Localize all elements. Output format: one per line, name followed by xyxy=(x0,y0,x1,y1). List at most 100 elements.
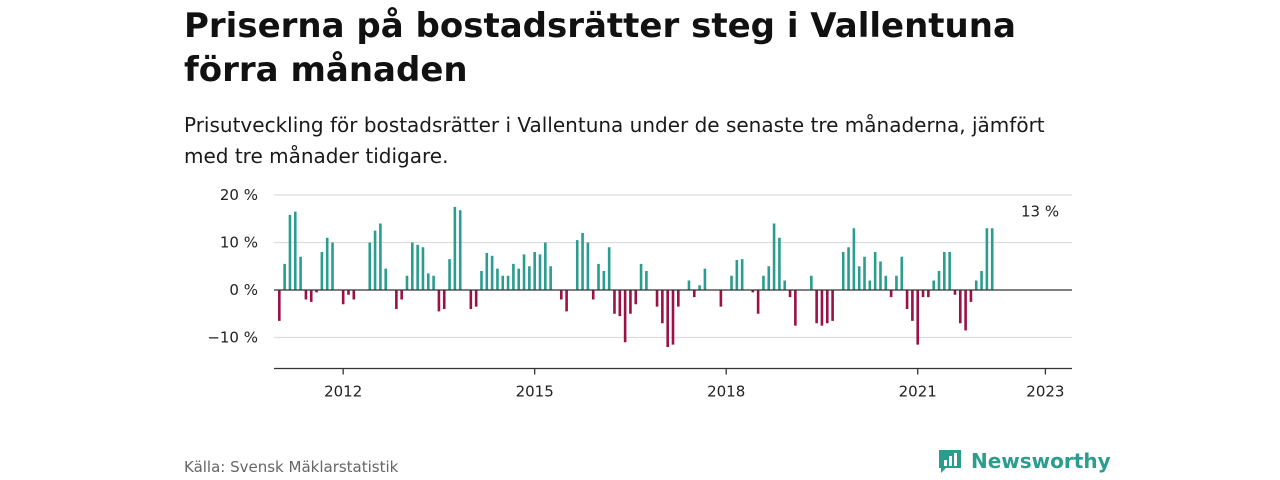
bar xyxy=(618,290,622,317)
bar xyxy=(575,240,579,291)
x-tick-label: 2023 xyxy=(1026,383,1064,401)
bar xyxy=(921,290,925,298)
x-tick-label: 2012 xyxy=(324,383,362,401)
bar xyxy=(613,290,616,314)
bar xyxy=(485,252,489,290)
bar xyxy=(538,254,542,291)
y-tick-label: −10 % xyxy=(207,329,258,347)
bar xyxy=(544,242,547,290)
bar xyxy=(980,271,983,290)
bar xyxy=(879,261,882,290)
bar xyxy=(437,290,441,312)
bar xyxy=(788,290,792,298)
bar xyxy=(703,268,707,291)
source-note: Källa: Svensk Mäklarstatistik xyxy=(184,458,399,476)
bar xyxy=(480,271,483,290)
bar xyxy=(911,290,914,321)
bar xyxy=(421,247,425,290)
chart-title: Priserna på bostadsrätter steg i Vallent… xyxy=(184,6,1016,90)
bar xyxy=(671,290,675,345)
bar xyxy=(469,290,473,309)
bar xyxy=(629,290,632,314)
bar xyxy=(953,290,957,295)
bar xyxy=(309,290,313,302)
bar xyxy=(677,290,680,307)
y-tick-label: 0 % xyxy=(229,281,258,299)
bar xyxy=(347,290,350,295)
bar xyxy=(852,228,856,290)
bar xyxy=(597,263,600,291)
bar xyxy=(315,290,318,293)
bar xyxy=(384,268,388,291)
bar xyxy=(889,290,893,298)
bar xyxy=(964,290,967,331)
bar xyxy=(411,242,414,290)
bar xyxy=(719,290,723,307)
bar xyxy=(634,290,638,305)
bar xyxy=(905,290,909,309)
bar xyxy=(533,252,536,290)
bar xyxy=(400,290,403,300)
bar xyxy=(666,290,669,347)
brand-logo: Newsworthy xyxy=(937,448,1111,474)
bar xyxy=(522,254,526,291)
bar xyxy=(501,275,505,290)
bar xyxy=(815,290,818,324)
bar xyxy=(623,290,627,343)
bar xyxy=(506,275,510,290)
bar xyxy=(517,268,521,291)
bar xyxy=(283,263,286,291)
bar xyxy=(458,210,462,290)
bar xyxy=(825,290,829,324)
bar xyxy=(432,275,435,290)
bar xyxy=(320,252,324,290)
bar xyxy=(655,290,659,307)
bar xyxy=(820,290,824,326)
bar xyxy=(698,285,701,290)
chart-subtitle: Prisutveckling för bostadsrätter i Valle… xyxy=(184,113,1045,168)
bar xyxy=(581,233,584,290)
bar xyxy=(352,290,356,300)
bar xyxy=(985,228,989,290)
bar xyxy=(512,263,515,291)
bar xyxy=(416,244,419,291)
bar xyxy=(559,290,563,300)
bar xyxy=(778,237,781,290)
bar xyxy=(772,223,776,290)
bar xyxy=(730,275,733,290)
bar xyxy=(916,290,920,345)
bar xyxy=(496,268,499,291)
bar xyxy=(895,275,898,290)
bar xyxy=(932,280,935,290)
bar xyxy=(293,211,297,291)
bar xyxy=(847,247,850,290)
bar xyxy=(299,256,302,290)
y-tick-label: 20 % xyxy=(220,186,258,204)
x-tick-label: 2021 xyxy=(899,383,937,401)
bar xyxy=(756,290,760,314)
bar xyxy=(607,247,611,290)
bar xyxy=(395,290,398,309)
bar xyxy=(368,242,372,290)
bar xyxy=(884,275,888,290)
bar xyxy=(602,271,606,290)
bar xyxy=(735,260,739,290)
bar xyxy=(639,263,643,291)
newsworthy-logo-icon xyxy=(939,450,961,473)
bar xyxy=(645,271,648,290)
bar xyxy=(426,273,430,291)
bar xyxy=(810,275,813,290)
bar xyxy=(767,266,771,290)
bar xyxy=(692,290,696,298)
bar xyxy=(958,290,962,324)
bar xyxy=(841,252,845,290)
bar xyxy=(831,290,834,321)
x-tick-label: 2015 xyxy=(516,383,554,401)
bar xyxy=(586,242,590,290)
bar xyxy=(405,275,409,290)
bar xyxy=(341,290,345,305)
bar xyxy=(857,266,861,290)
bar xyxy=(591,290,595,300)
bar xyxy=(661,290,664,324)
